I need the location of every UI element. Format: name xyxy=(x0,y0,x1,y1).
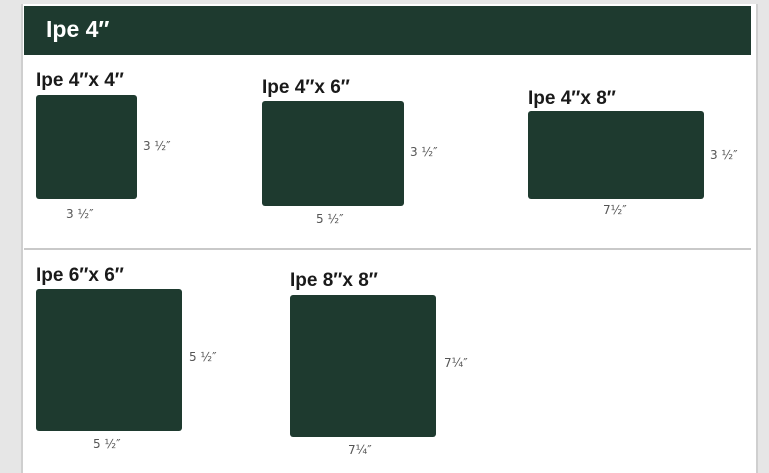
board-width-label: 7¼″ xyxy=(348,443,372,457)
row-divider xyxy=(24,248,751,250)
board-height-label: 3 ½″ xyxy=(410,145,438,159)
board-cross-section xyxy=(528,111,704,199)
board-cross-section xyxy=(36,95,137,199)
board-cross-section xyxy=(36,289,182,431)
board-height-label: 3 ½″ xyxy=(143,139,171,153)
board-width-label: 3 ½″ xyxy=(66,207,94,221)
board-width-label: 7½″ xyxy=(603,203,627,217)
board-height-label: 7¼″ xyxy=(444,356,468,370)
board-title: Ipe 4″x 6″ xyxy=(262,77,350,98)
board-cross-section xyxy=(262,101,404,206)
board-width-label: 5 ½″ xyxy=(316,212,344,226)
board-title: Ipe 8″x 8″ xyxy=(290,270,378,291)
board-height-label: 3 ½″ xyxy=(710,148,738,162)
board-width-label: 5 ½″ xyxy=(93,437,121,451)
board-title: Ipe 4″x 8″ xyxy=(528,88,616,109)
header-title: Ipe 4″ xyxy=(46,16,110,42)
board-title: Ipe 6″x 6″ xyxy=(36,265,124,286)
board-cross-section xyxy=(290,295,436,437)
board-height-label: 5 ½″ xyxy=(189,350,217,364)
board-title: Ipe 4″x 4″ xyxy=(36,70,124,91)
header-bar: Ipe 4″ xyxy=(24,6,751,55)
